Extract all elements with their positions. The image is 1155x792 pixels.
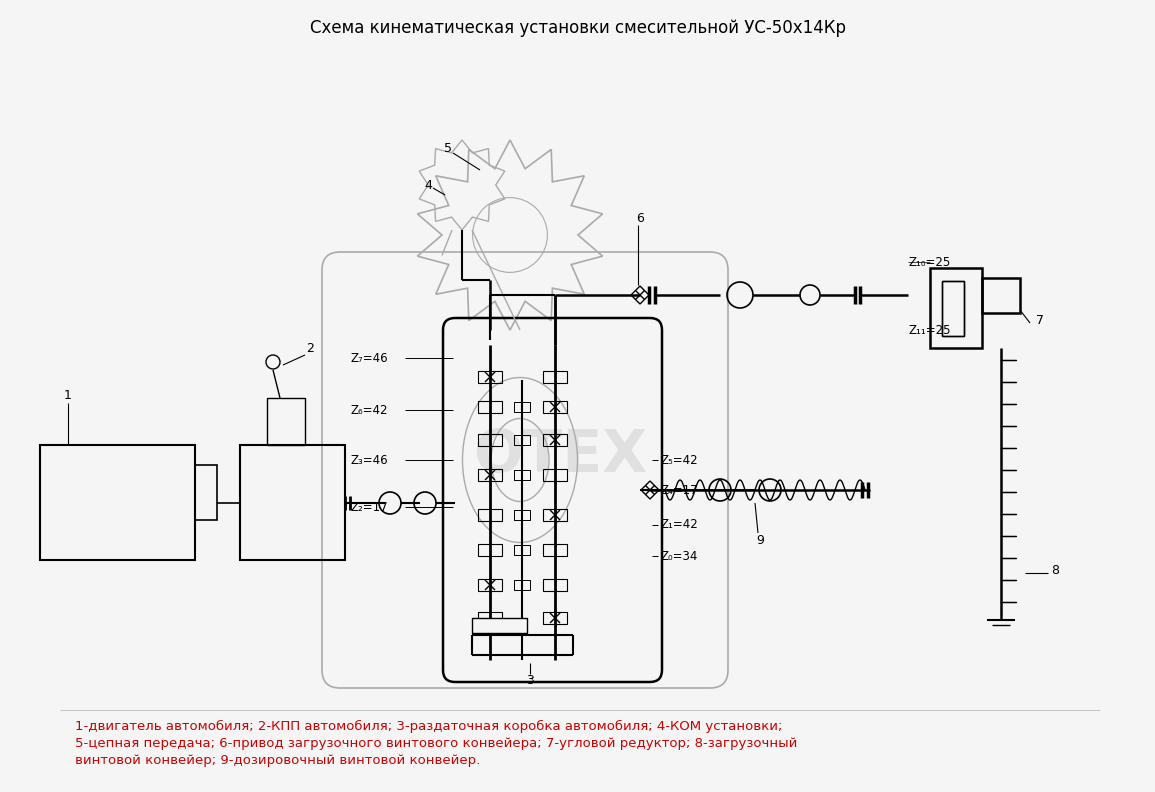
Bar bbox=[982, 278, 1020, 313]
Bar bbox=[543, 579, 567, 591]
Bar bbox=[40, 445, 195, 560]
Bar bbox=[195, 465, 217, 520]
Bar bbox=[514, 545, 530, 555]
Bar bbox=[543, 401, 567, 413]
Bar bbox=[543, 544, 567, 556]
Bar bbox=[240, 445, 345, 560]
Text: 4: 4 bbox=[424, 178, 432, 192]
Bar bbox=[942, 281, 964, 336]
Text: Z₇=46: Z₇=46 bbox=[350, 352, 388, 364]
Text: Z₄=17: Z₄=17 bbox=[660, 483, 698, 497]
Bar bbox=[543, 612, 567, 624]
Text: 6: 6 bbox=[636, 211, 644, 224]
Bar bbox=[514, 402, 530, 412]
Bar bbox=[478, 544, 502, 556]
Text: 1-двигатель автомобиля; 2-КПП автомобиля; 3-раздаточная коробка автомобиля; 4-КО: 1-двигатель автомобиля; 2-КПП автомобиля… bbox=[75, 720, 782, 733]
Bar bbox=[930, 268, 982, 348]
Bar bbox=[267, 398, 305, 445]
Text: 7: 7 bbox=[1036, 314, 1044, 326]
Bar bbox=[478, 401, 502, 413]
Text: 5: 5 bbox=[444, 142, 452, 154]
Bar bbox=[472, 618, 527, 633]
Text: 5-цепная передача; 6-привод загрузочного винтового конвейера; 7-угловой редуктор: 5-цепная передача; 6-привод загрузочного… bbox=[75, 737, 797, 750]
Text: Z₅=42: Z₅=42 bbox=[660, 454, 698, 466]
Text: Z₁=42: Z₁=42 bbox=[660, 519, 698, 531]
Bar bbox=[478, 509, 502, 521]
Bar bbox=[478, 612, 502, 624]
Text: Z₃=46: Z₃=46 bbox=[350, 454, 388, 466]
Bar bbox=[543, 434, 567, 446]
Text: Z₁₁=25: Z₁₁=25 bbox=[908, 323, 951, 337]
Bar bbox=[514, 510, 530, 520]
Bar bbox=[478, 469, 502, 481]
Text: Z₆=42: Z₆=42 bbox=[350, 403, 387, 417]
Bar bbox=[514, 435, 530, 445]
Text: 9: 9 bbox=[757, 534, 763, 546]
Text: 2: 2 bbox=[306, 341, 314, 355]
Text: Z₀=34: Z₀=34 bbox=[660, 550, 698, 562]
Text: 3: 3 bbox=[526, 673, 534, 687]
Text: винтовой конвейер; 9-дозировочный винтовой конвейер.: винтовой конвейер; 9-дозировочный винтов… bbox=[75, 754, 480, 767]
Text: Z₁₀=25: Z₁₀=25 bbox=[908, 256, 951, 268]
Bar bbox=[543, 469, 567, 481]
Text: 1: 1 bbox=[64, 389, 72, 402]
Bar bbox=[543, 509, 567, 521]
Bar bbox=[543, 371, 567, 383]
Bar bbox=[514, 470, 530, 480]
Text: Z₂=17: Z₂=17 bbox=[350, 501, 388, 513]
Bar bbox=[478, 371, 502, 383]
Bar bbox=[478, 434, 502, 446]
Bar bbox=[478, 579, 502, 591]
Text: 8: 8 bbox=[1051, 563, 1059, 577]
Text: Схема кинематическая установки смесительной УС-50х14Кр: Схема кинематическая установки смеситель… bbox=[310, 19, 845, 37]
Text: OTEX: OTEX bbox=[472, 427, 647, 483]
Bar bbox=[514, 580, 530, 590]
